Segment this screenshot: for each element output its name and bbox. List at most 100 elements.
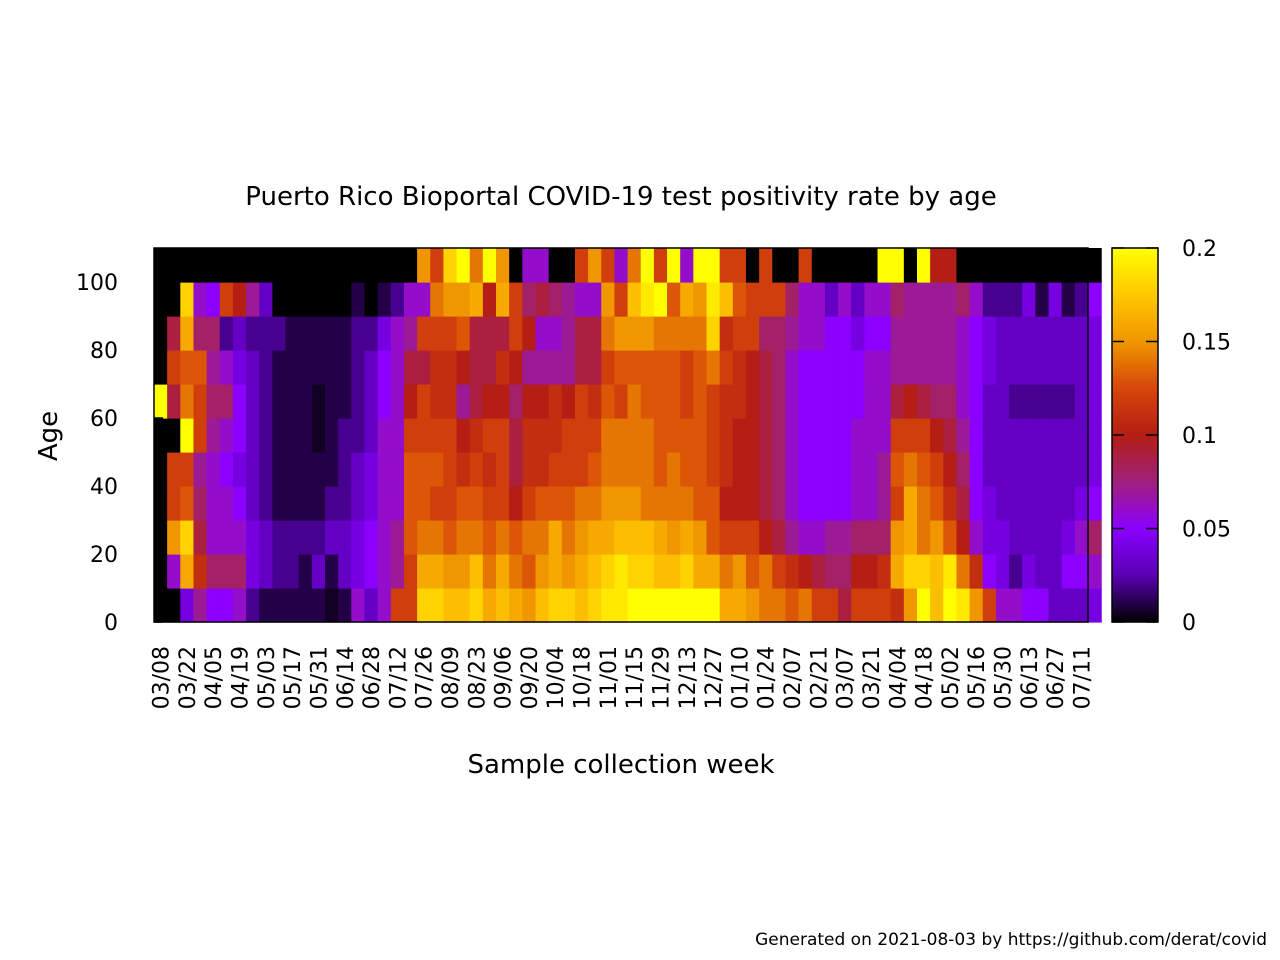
heatmap-cell	[417, 384, 431, 419]
heatmap-cell	[969, 384, 984, 419]
heatmap-cell	[890, 520, 905, 555]
heatmap-cell	[1022, 350, 1036, 385]
heatmap-cell	[1022, 520, 1036, 555]
heatmap-cell	[443, 588, 458, 623]
heatmap-cell	[298, 316, 313, 351]
heatmap-cell	[548, 588, 563, 623]
heatmap-cell	[680, 282, 694, 317]
heatmap-cell	[759, 384, 773, 419]
heatmap-cell	[719, 282, 734, 317]
heatmap-cell	[1061, 520, 1076, 555]
heatmap-cell	[811, 452, 826, 487]
heatmap-cell	[496, 282, 510, 317]
heatmap-cell	[614, 384, 629, 419]
heatmap-cell	[522, 520, 537, 555]
heatmap-cell	[193, 384, 208, 419]
heatmap-cell	[982, 316, 997, 351]
heatmap-cell	[561, 520, 576, 555]
heatmap-cell	[246, 452, 260, 487]
heatmap-cell	[417, 554, 431, 589]
heatmap-cell	[930, 350, 944, 385]
heatmap-cell	[574, 384, 589, 419]
heatmap-cell	[943, 282, 958, 317]
heatmap-cell	[798, 554, 813, 589]
heatmap-cell	[1048, 452, 1063, 487]
heatmap-cell	[693, 248, 708, 283]
heatmap-cell	[180, 350, 195, 385]
heatmap-cell	[614, 452, 629, 487]
heatmap-cell	[535, 486, 550, 521]
heatmap-cell	[482, 282, 497, 317]
heatmap-cell	[877, 384, 892, 419]
heatmap-cell	[548, 418, 563, 453]
heatmap-cell	[535, 452, 550, 487]
heatmap-cell	[298, 248, 313, 283]
heatmap-cell	[561, 384, 576, 419]
heatmap-cell	[982, 282, 997, 317]
heatmap-cell	[417, 588, 431, 623]
heatmap-cell	[259, 554, 273, 589]
heatmap-cell	[456, 384, 471, 419]
heatmap-cell	[982, 248, 997, 283]
heatmap-cell	[482, 350, 497, 385]
heatmap-cell	[232, 486, 247, 521]
heatmap-cell	[325, 520, 339, 555]
heatmap-cell	[732, 384, 747, 419]
heatmap-cell	[640, 350, 655, 385]
heatmap-cell	[969, 418, 984, 453]
heatmap-cell	[548, 350, 563, 385]
heatmap-cell	[930, 452, 944, 487]
heatmap-cell	[272, 350, 287, 385]
heatmap-cell	[1022, 554, 1036, 589]
heatmap-cell	[338, 350, 352, 385]
x-tick-label: 03/08	[150, 646, 175, 709]
x-axis-label: Sample collection week	[467, 750, 774, 780]
heatmap-cell	[943, 350, 958, 385]
heatmap-cell	[154, 316, 168, 351]
heatmap-cell	[154, 384, 168, 419]
heatmap-cell	[627, 554, 642, 589]
heatmap-cell	[824, 486, 839, 521]
x-tick-label: 02/07	[781, 646, 806, 709]
heatmap-cell	[456, 316, 471, 351]
y-axis-ticks: 0 20 40 60 80 100	[76, 271, 163, 636]
heatmap-cell	[667, 282, 681, 317]
heatmap-cell	[930, 588, 944, 623]
colorbar-tick-label: 0	[1182, 611, 1196, 636]
heatmap-cell	[772, 588, 787, 623]
heatmap-cell	[982, 520, 997, 555]
heatmap-cell	[851, 588, 865, 623]
heatmap-cell	[667, 486, 681, 521]
heatmap-cell	[206, 248, 221, 283]
heatmap-cell	[798, 588, 813, 623]
heatmap-cell	[364, 520, 379, 555]
heatmap-cell	[154, 452, 168, 487]
heatmap-cell	[680, 316, 694, 351]
heatmap-cell	[232, 554, 247, 589]
heatmap-cell	[824, 520, 839, 555]
heatmap-cell	[772, 452, 787, 487]
heatmap-cell	[259, 452, 273, 487]
heatmap-cell	[890, 350, 905, 385]
heatmap-cell	[851, 350, 865, 385]
heatmap-cell	[745, 418, 760, 453]
heatmap-cell	[1009, 486, 1023, 521]
heatmap-cell	[798, 316, 813, 351]
heatmap-cell	[811, 418, 826, 453]
heatmap-cell	[351, 588, 366, 623]
heatmap-cell	[851, 316, 865, 351]
heatmap-cell	[916, 588, 931, 623]
heatmap-cell	[285, 554, 300, 589]
heatmap-cell	[469, 486, 484, 521]
heatmap-cell	[167, 588, 181, 623]
heatmap-cell	[1088, 418, 1102, 453]
heatmap-cell	[759, 316, 773, 351]
heatmap-cell	[285, 486, 300, 521]
heatmap-cell	[338, 316, 352, 351]
heatmap-cell	[627, 350, 642, 385]
heatmap-cell	[864, 350, 879, 385]
heatmap-cell	[180, 486, 195, 521]
heatmap-cell	[285, 350, 300, 385]
heatmap-cell	[877, 554, 892, 589]
heatmap-cell	[785, 452, 800, 487]
